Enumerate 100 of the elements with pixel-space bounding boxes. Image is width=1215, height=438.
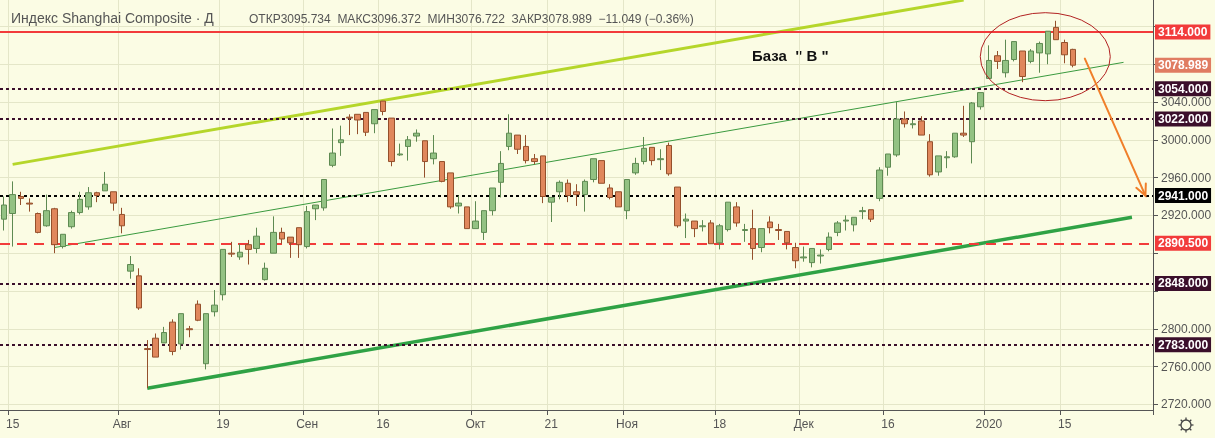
candlestick	[565, 178, 571, 203]
candlestick	[1019, 50, 1026, 83]
candlestick	[910, 119, 916, 129]
candlestick	[338, 125, 344, 157]
candlestick	[363, 111, 369, 137]
x-tick-label: 21	[544, 417, 559, 431]
candlestick	[211, 289, 218, 317]
candlestick	[296, 227, 302, 259]
candlestick	[531, 153, 538, 165]
candlestick	[514, 134, 521, 155]
candlestick	[784, 230, 790, 250]
candlestick	[245, 239, 252, 266]
candlestick	[464, 206, 470, 230]
x-tick-label: 19	[216, 417, 231, 431]
ref-line-label: 3022.000	[1158, 112, 1209, 127]
x-tick-label: 15	[5, 417, 20, 431]
candlestick	[455, 195, 462, 214]
ref-line-label: 2848.000	[1158, 276, 1209, 291]
x-tick-label: 15	[1057, 417, 1072, 431]
candlestick	[733, 201, 740, 228]
candlestick	[767, 215, 773, 234]
x-tick-label: 16	[376, 417, 390, 431]
candlestick	[388, 117, 395, 167]
candlestick	[1070, 48, 1076, 68]
candlestick	[329, 127, 336, 168]
candlestick	[1028, 48, 1034, 64]
candlestick	[77, 191, 83, 215]
candlestick	[413, 128, 420, 143]
candlestick	[253, 227, 260, 254]
candlestick	[834, 220, 841, 237]
candlestick	[750, 209, 756, 261]
candlestick	[447, 172, 454, 210]
candlestick	[986, 44, 992, 79]
text: Индекс Shanghai Composite · Д	[11, 10, 215, 26]
candlestick	[893, 101, 900, 158]
candlestick	[775, 223, 782, 241]
candlestick	[523, 134, 529, 164]
x-tick-label: Окт	[465, 417, 487, 431]
candlestick	[758, 228, 765, 253]
candlestick	[725, 201, 731, 232]
candlestick	[876, 166, 883, 202]
x-tick-label: Ноя	[616, 417, 638, 431]
candlestick	[548, 196, 555, 223]
candlestick	[270, 215, 277, 254]
candlestick	[918, 115, 925, 136]
candlestick	[380, 100, 386, 116]
candlestick	[952, 132, 958, 159]
text: ОТКР3095.734 МАКС3096.372 МИН3076.722 ЗАКР3078.989 −11.049 (−0.36%)	[249, 12, 694, 26]
x-tick-label: Авг	[112, 417, 133, 431]
candlestick	[110, 191, 117, 212]
candlestick	[573, 183, 580, 207]
candlestick	[582, 178, 588, 213]
candlestick	[85, 186, 92, 211]
candlestick	[641, 136, 647, 165]
candlestick	[649, 146, 655, 166]
candlestick	[792, 242, 799, 269]
candlestick	[422, 140, 428, 179]
candlestick	[237, 243, 243, 261]
candlestick	[220, 248, 226, 301]
candlestick	[472, 200, 479, 230]
candlestick	[127, 255, 134, 280]
candlestick	[935, 155, 942, 177]
candlestick	[960, 105, 967, 138]
candlestick	[279, 227, 285, 245]
x-tick-label: Сен	[296, 417, 319, 431]
candlestick	[51, 207, 58, 254]
candlestick	[944, 150, 950, 169]
y-tick-label: 2960.000	[1161, 170, 1212, 185]
candlestick	[624, 178, 630, 220]
candlestick	[397, 143, 403, 157]
y-tick-label: 2760.000	[1161, 359, 1212, 374]
text: 3078.989	[1158, 58, 1209, 73]
ref-line-label: 3054.000	[1158, 81, 1209, 96]
candlestick	[119, 207, 125, 234]
candlestick	[35, 212, 41, 234]
candlestick	[598, 160, 605, 184]
candlestick	[60, 233, 66, 249]
candlestick	[716, 223, 723, 250]
candlestick	[683, 213, 689, 239]
candlestick	[843, 214, 849, 232]
candlestick	[615, 191, 622, 208]
candlestick	[430, 134, 437, 165]
candlestick	[632, 157, 639, 176]
x-tick-label: 16	[881, 417, 895, 431]
y-tick-label: 2920.000	[1161, 208, 1212, 223]
candlestick	[489, 187, 496, 216]
candlestick	[262, 262, 268, 282]
candlestick	[1053, 20, 1059, 41]
candlestick	[481, 210, 487, 241]
candlestick	[859, 206, 866, 220]
candlestick	[607, 183, 613, 200]
candlestick	[312, 204, 319, 221]
candlestick	[674, 186, 681, 229]
candlestick	[498, 150, 504, 198]
candlestick	[26, 197, 33, 213]
candlestick	[556, 179, 563, 200]
candlestick	[228, 241, 235, 258]
candlestick	[809, 247, 815, 268]
candlestick	[1045, 30, 1051, 65]
candlestick	[901, 110, 908, 129]
